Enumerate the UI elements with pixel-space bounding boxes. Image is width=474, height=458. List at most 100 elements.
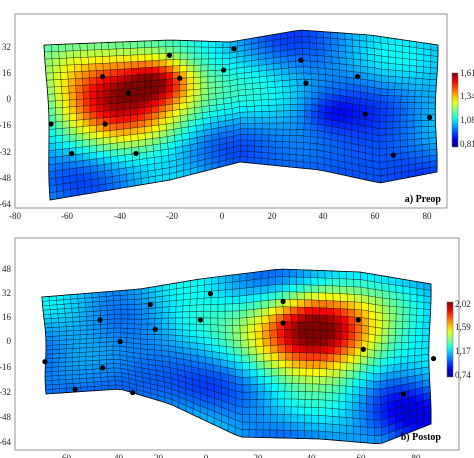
mesh-cell — [290, 314, 299, 323]
mesh-cell — [89, 158, 98, 167]
mesh-cell — [113, 299, 122, 306]
mesh-cell — [172, 52, 181, 60]
marker-point — [207, 291, 214, 297]
mesh-cell — [151, 112, 159, 120]
mesh-cell — [140, 323, 149, 330]
mesh-cell — [282, 283, 290, 293]
mesh-cell — [394, 89, 402, 97]
mesh-cell — [66, 330, 74, 336]
mesh-cell — [133, 333, 141, 340]
mesh-cell — [189, 304, 198, 312]
mesh-cell — [134, 314, 142, 320]
mesh-cell — [407, 96, 416, 103]
mesh-cell — [295, 154, 304, 163]
mesh-cell — [120, 304, 129, 310]
mesh-cell — [421, 347, 430, 356]
mesh-cell — [242, 391, 251, 401]
marker-point — [362, 111, 368, 117]
mesh-cell — [296, 135, 304, 143]
mesh-cell — [375, 327, 383, 336]
mesh-cell — [326, 361, 334, 370]
mesh-cell — [267, 81, 276, 89]
mesh-cell — [292, 344, 300, 353]
mesh-cell — [232, 281, 240, 290]
mesh-cell — [158, 92, 166, 100]
mesh-cell — [346, 362, 354, 372]
mesh-cell — [366, 372, 374, 382]
mesh-cell — [283, 104, 291, 112]
mesh-cell — [133, 328, 142, 335]
mesh-cell — [326, 322, 335, 332]
mesh-cell — [289, 299, 298, 308]
mesh-cell — [116, 109, 125, 117]
mesh-cell — [311, 422, 319, 432]
mesh-cell — [387, 95, 395, 103]
mesh-cell — [283, 430, 292, 439]
mesh-cell — [65, 370, 73, 376]
mesh-cell — [44, 380, 53, 386]
mesh-cell — [402, 64, 410, 72]
mesh-cell — [130, 127, 139, 135]
mesh-cell — [318, 300, 327, 309]
mesh-cell — [306, 345, 314, 354]
mesh-cell — [151, 92, 159, 101]
mesh-cell — [88, 63, 97, 72]
mesh-cell — [261, 322, 270, 332]
mesh-cell — [289, 141, 297, 149]
mesh-cell — [111, 162, 120, 171]
mesh-cell — [284, 344, 293, 353]
mesh-cell — [274, 74, 283, 82]
mesh-cell — [218, 345, 228, 354]
mesh-cell — [62, 120, 70, 129]
mesh-cell — [118, 161, 127, 170]
mesh-cell — [353, 271, 361, 280]
mesh-cell — [161, 334, 169, 341]
mesh-cell — [388, 50, 396, 58]
mesh-cell — [388, 291, 397, 300]
mesh-cell — [201, 99, 210, 108]
mesh-cell — [340, 323, 349, 333]
mesh-cell — [269, 110, 277, 118]
mesh-cell — [284, 398, 292, 408]
mesh-cell — [311, 407, 319, 416]
mesh-cell — [361, 302, 369, 312]
mesh-cell — [193, 58, 202, 66]
mesh-cell — [91, 296, 100, 303]
mesh-cell — [106, 359, 114, 365]
mesh-cell — [317, 67, 326, 75]
mesh-cell — [255, 338, 264, 347]
mesh-cell — [179, 59, 188, 66]
mesh-cell — [333, 315, 342, 325]
mesh-cell — [194, 40, 202, 48]
mesh-cell — [395, 44, 403, 53]
mesh-cell — [154, 349, 163, 357]
mesh-cell — [416, 288, 425, 297]
mesh-cell — [292, 367, 300, 377]
mesh-cell — [268, 152, 276, 160]
mesh-cell — [106, 367, 115, 373]
mesh-cell — [240, 117, 249, 124]
mesh-cell — [338, 51, 347, 59]
mesh-cell — [92, 351, 100, 357]
mesh-cell — [44, 322, 53, 329]
mesh-cell — [55, 169, 63, 179]
mesh-cell — [407, 348, 416, 357]
mesh-cell — [393, 140, 401, 148]
mesh-cell — [373, 357, 382, 367]
mesh-cell — [85, 351, 93, 357]
mesh-cell — [162, 295, 170, 303]
mesh-cell — [76, 112, 84, 121]
mesh-cell — [196, 297, 205, 306]
mesh-cell — [310, 130, 318, 138]
mesh-cell — [261, 111, 270, 118]
mesh-cell — [165, 39, 174, 47]
mesh-cell — [103, 156, 112, 165]
mesh-cell — [402, 314, 411, 322]
mesh-cell — [172, 109, 181, 117]
mesh-cell — [326, 353, 335, 362]
mesh-cell — [232, 325, 241, 334]
mesh-cell — [130, 94, 139, 103]
mesh-cell — [204, 343, 213, 352]
mesh-cell — [48, 170, 56, 180]
mesh-cell — [59, 326, 67, 332]
